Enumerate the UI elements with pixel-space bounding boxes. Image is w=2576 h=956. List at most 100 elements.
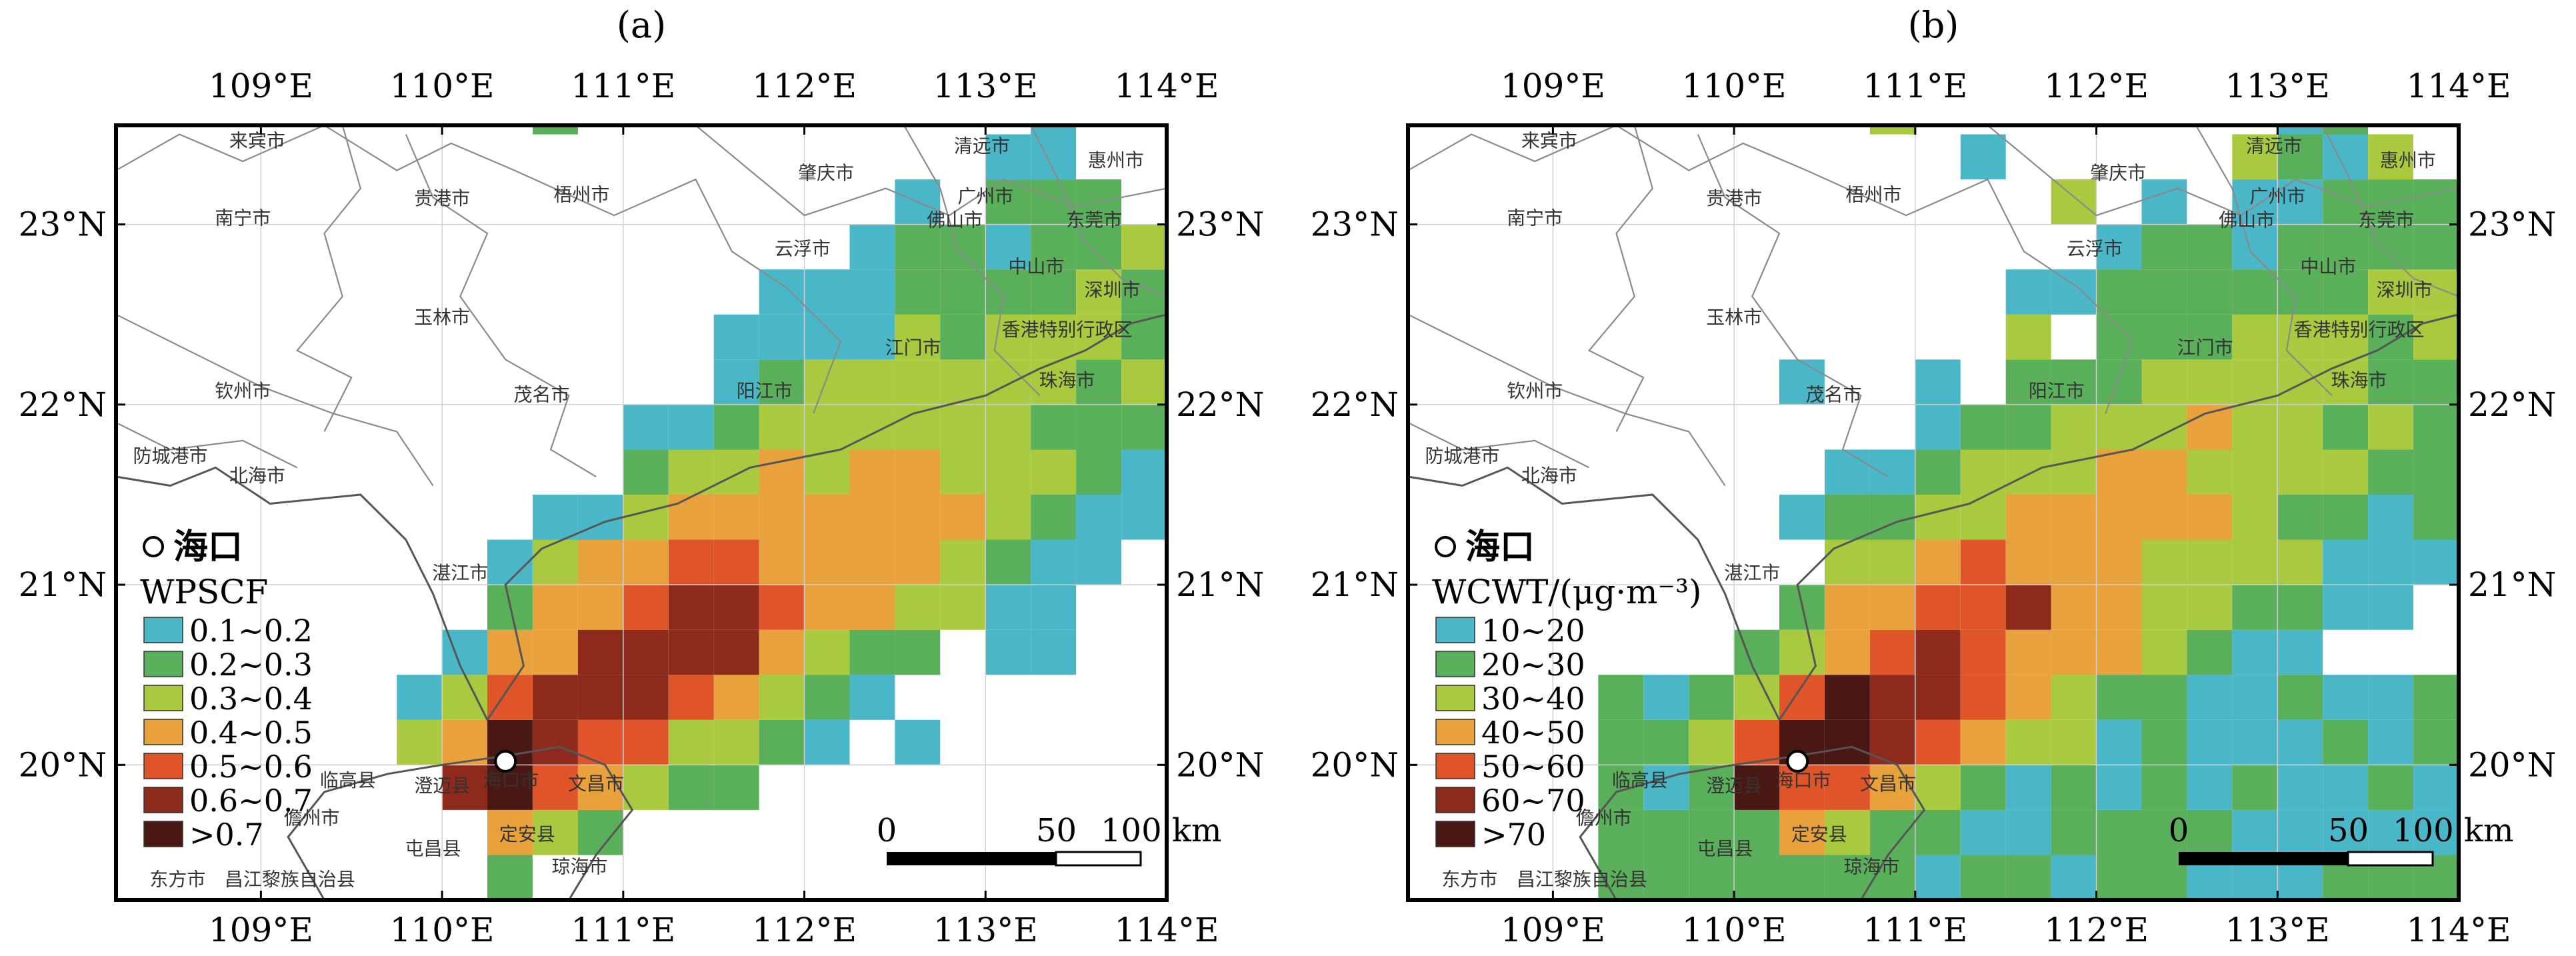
grid-cell bbox=[2413, 449, 2459, 495]
grid-cell bbox=[1915, 765, 1961, 810]
grid-cell bbox=[2232, 449, 2278, 495]
grid-cell bbox=[2005, 404, 2051, 450]
grid-cell bbox=[2323, 539, 2369, 585]
city-label: 澄迈县 bbox=[1706, 775, 1762, 797]
grid-cell bbox=[1121, 449, 1167, 495]
haikou-marker bbox=[1786, 749, 1809, 773]
legend-swatch bbox=[1435, 719, 1475, 745]
admin-boundary bbox=[2322, 125, 2459, 297]
city-label: 昌江黎族自治县 bbox=[1517, 868, 1647, 890]
grid-cell bbox=[713, 629, 759, 675]
city-label: 南宁市 bbox=[215, 207, 271, 229]
lon-label-bottom: 111°E bbox=[1863, 911, 1967, 949]
grid-cell bbox=[1960, 495, 2006, 540]
grid-cell bbox=[1960, 809, 2006, 855]
grid-cell bbox=[2277, 125, 2323, 135]
grid-cell bbox=[2096, 719, 2142, 765]
grid-cell bbox=[1779, 809, 1825, 855]
grid-cell bbox=[1869, 765, 1915, 810]
grid-cell bbox=[487, 675, 533, 720]
grid-cell bbox=[804, 359, 850, 405]
grid-cell bbox=[2187, 359, 2233, 405]
lon-label-top: 109°E bbox=[209, 67, 313, 105]
grid-cell bbox=[442, 719, 487, 765]
grid-cell bbox=[804, 404, 850, 450]
grid-cell bbox=[2005, 359, 2051, 405]
grid-cell bbox=[1031, 125, 1077, 135]
lon-label-top: 110°E bbox=[390, 67, 495, 105]
grid-cell bbox=[940, 585, 986, 630]
city-label: 中山市 bbox=[1008, 256, 1064, 278]
grid-cell bbox=[668, 675, 714, 720]
grid-cell bbox=[1734, 765, 1779, 810]
city-label: 昌江黎族自治县 bbox=[225, 868, 355, 890]
grid-cell bbox=[2187, 585, 2233, 630]
lat-label-left: 23°N bbox=[1311, 205, 1399, 244]
legend-item-label: 0.3~0.4 bbox=[189, 681, 313, 717]
grid-cell bbox=[985, 404, 1031, 450]
grid-cell bbox=[397, 675, 443, 720]
admin-boundary bbox=[1806, 169, 2134, 414]
grid-cell bbox=[1915, 404, 1961, 450]
admin-boundary bbox=[1587, 125, 1654, 432]
admin-boundary bbox=[1987, 125, 2459, 217]
legend-swatch bbox=[143, 753, 183, 779]
grid-cell bbox=[895, 629, 941, 675]
grid-cell bbox=[1825, 719, 1870, 765]
grid-cell bbox=[713, 404, 759, 450]
admin-boundary bbox=[116, 313, 434, 487]
admin-boundary bbox=[1408, 125, 1807, 171]
legend: 海口 WCWT/(μg·m⁻³)10~2020~3030~4040~5050~60… bbox=[1432, 527, 1702, 853]
legend-item-label: 20~30 bbox=[1481, 647, 1585, 683]
city-label: 南宁市 bbox=[1507, 207, 1563, 229]
grid-cell bbox=[849, 314, 895, 360]
grid-cell bbox=[849, 224, 895, 270]
grid-cell bbox=[2141, 719, 2187, 765]
lat-label-left: 22°N bbox=[1311, 385, 1399, 424]
grid-cell bbox=[1869, 495, 1915, 540]
grid-cell bbox=[668, 719, 714, 765]
legend-marker bbox=[1435, 536, 1456, 557]
grid-cell bbox=[487, 539, 533, 585]
grid-cell bbox=[2277, 809, 2323, 855]
grid-cell bbox=[940, 404, 986, 450]
city-label: 惠州市 bbox=[1088, 149, 1144, 171]
scale-bar: 0 50 100 km bbox=[2169, 812, 2513, 867]
grid-cell bbox=[577, 809, 623, 855]
city-label: 海口市 bbox=[483, 769, 539, 791]
grid-cell bbox=[487, 765, 533, 810]
grid-cell bbox=[804, 495, 850, 540]
grid-cell bbox=[2096, 269, 2142, 315]
grid-cell bbox=[1779, 629, 1825, 675]
lon-label-bottom: 113°E bbox=[933, 911, 1038, 949]
grid-cell bbox=[2141, 404, 2187, 450]
grid-cell bbox=[1915, 719, 1961, 765]
admin-boundary bbox=[1408, 313, 1726, 487]
scale-label: 50 bbox=[2328, 812, 2369, 849]
city-label: 云浮市 bbox=[2067, 238, 2123, 260]
grid-cell bbox=[2096, 809, 2142, 855]
city-label: 阳江市 bbox=[737, 380, 793, 402]
grid-cell bbox=[533, 125, 578, 135]
city-label: 清远市 bbox=[2246, 135, 2302, 157]
city-label: 屯昌县 bbox=[1697, 837, 1753, 859]
grid-cell bbox=[2005, 539, 2051, 585]
grid-cell bbox=[1915, 585, 1961, 630]
grid-cell bbox=[2232, 765, 2278, 810]
grid-cell bbox=[577, 585, 623, 630]
grid-cell bbox=[2051, 765, 2097, 810]
grid-cell bbox=[2323, 269, 2369, 315]
grid-cell bbox=[2232, 224, 2278, 270]
grid-cell bbox=[2323, 359, 2369, 405]
grid-cell bbox=[895, 224, 941, 270]
grid-cell bbox=[2096, 404, 2142, 450]
grid-cell bbox=[487, 855, 533, 900]
grid-cell bbox=[2368, 359, 2413, 405]
city-label: 珠海市 bbox=[2331, 369, 2387, 391]
grid-cell bbox=[2096, 765, 2142, 810]
grid-cell bbox=[804, 719, 850, 765]
grid-cell bbox=[895, 359, 941, 405]
grid-cell bbox=[533, 809, 578, 855]
grid-cell bbox=[2277, 719, 2323, 765]
